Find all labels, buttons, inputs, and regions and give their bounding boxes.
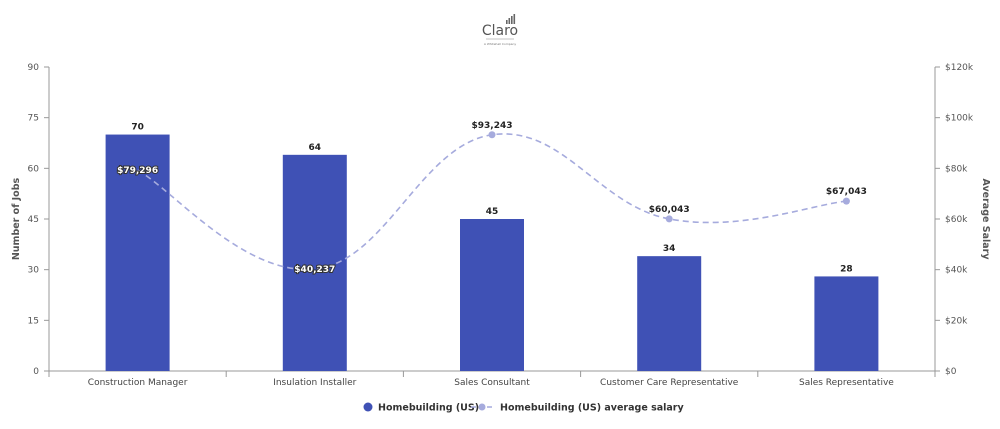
bar-data-label: 34	[663, 244, 676, 254]
y2-axis-title: Average Salary	[980, 178, 991, 260]
y-tick-label: 60	[28, 164, 40, 174]
y-axis-title: Number of Jobs	[11, 177, 22, 260]
salary-point	[842, 197, 850, 205]
salary-data-label: $67,043	[826, 187, 867, 197]
bars	[105, 134, 879, 371]
bar	[637, 256, 702, 371]
logo-graphic: Claro A Whitehall Company	[482, 14, 518, 46]
x-tick-label: Sales Representative	[799, 378, 894, 388]
y2-tick-label: $100k	[945, 114, 974, 124]
y2-tick-label: $60k	[945, 215, 968, 225]
salary-point	[488, 131, 496, 139]
x-tick-label: Sales Consultant	[454, 378, 530, 388]
y2-tick-label: $40k	[945, 266, 968, 276]
legend-line-marker	[478, 403, 486, 411]
y2-tick-label: $120k	[945, 63, 974, 73]
bar-data-label: 64	[309, 143, 322, 153]
x-tick-label: Construction Manager	[88, 378, 188, 388]
legend-line-label: Homebuilding (US) average salary	[500, 403, 684, 414]
bar	[460, 219, 524, 371]
salary-data-label: $40,237	[294, 265, 335, 275]
legend-bar-label: Homebuilding (US)	[378, 403, 479, 414]
y2-tick-label: $0	[945, 367, 957, 377]
y-tick-label: 75	[28, 114, 39, 124]
legend: Homebuilding (US) Homebuilding (US) avera…	[363, 402, 684, 414]
logo-tagline: A Whitehall Company	[484, 42, 517, 46]
legend-bar-marker	[363, 402, 373, 412]
y-tick-label: 45	[28, 215, 39, 225]
bar-data-label: 70	[131, 123, 144, 133]
logo: Claro A Whitehall Company	[470, 14, 530, 50]
salary-point	[665, 215, 673, 223]
salary-line	[137, 131, 850, 271]
axes: 0 15 30 45 60 75 90 $0 $20k $40k $60k $80k $100k $120…	[11, 63, 991, 388]
y-tick-label: 90	[28, 63, 40, 73]
y2-tick-label: $80k	[945, 164, 968, 174]
bar	[105, 134, 170, 371]
bar-data-label: 28	[840, 264, 853, 274]
x-tick-label: Customer Care Representative	[600, 378, 739, 388]
y-tick-label: 0	[33, 367, 39, 377]
salary-data-label: $79,296	[117, 166, 158, 176]
salary-data-label: $93,243	[472, 121, 513, 131]
data-labels: 70 64 45 34 28 $79,296 $40,237 $93,243 $60,043 $6…	[116, 121, 867, 276]
y-tick-label: 30	[28, 266, 40, 276]
x-tick-label: Insulation Installer	[273, 378, 356, 388]
y2-tick-label: $20k	[945, 316, 968, 326]
y-tick-label: 15	[28, 316, 39, 326]
logo-name: Claro	[482, 23, 518, 39]
bar-data-label: 45	[486, 207, 499, 217]
bar	[814, 276, 879, 371]
salary-data-label: $60,043	[649, 205, 690, 215]
